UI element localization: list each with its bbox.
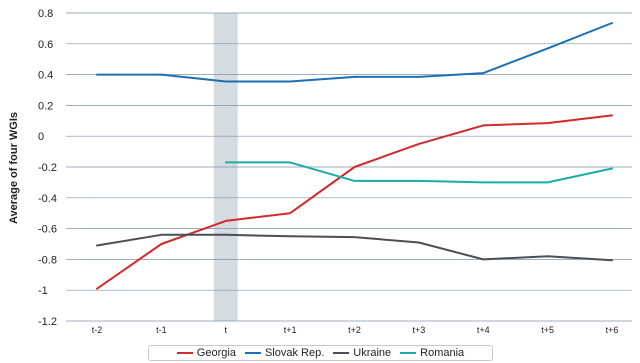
y-tick-label: -1 <box>38 285 48 297</box>
y-tick-label: 0.8 <box>38 8 53 20</box>
x-tick-label: t+1 <box>284 325 297 335</box>
x-tick-label: t+6 <box>606 325 619 335</box>
series-line-romania <box>224 161 613 184</box>
legend-item: Slovak Rep. <box>244 347 325 359</box>
legend-swatch <box>333 352 350 354</box>
x-tick-label: t+3 <box>412 325 425 335</box>
y-tick-label: 0 <box>38 131 44 143</box>
x-tick-label: t+2 <box>348 325 361 335</box>
legend-swatch <box>400 352 417 354</box>
legend-item: Georgia <box>176 347 236 359</box>
y-tick-label: -0.4 <box>38 193 57 205</box>
y-tick-label: -0.2 <box>38 162 57 174</box>
legend-label: Ukraine <box>353 347 392 359</box>
x-tick-label: t <box>224 325 227 335</box>
series-line-georgia <box>96 114 613 290</box>
legend-item: Ukraine <box>333 347 391 359</box>
y-axis-title: Average of four WGIs <box>8 112 20 224</box>
legend-swatch <box>244 352 261 354</box>
x-tick-label: t+4 <box>477 325 490 335</box>
x-tick-label: t-2 <box>92 325 103 335</box>
series-line-ukraine <box>96 233 613 262</box>
x-tick-label: t+5 <box>541 325 554 335</box>
x-tick-label: t-1 <box>156 325 167 335</box>
y-tick-label: -0.6 <box>38 224 57 236</box>
y-tick-label: 0.4 <box>38 70 53 82</box>
legend-label: Slovak Rep. <box>264 347 325 359</box>
y-tick-label: 0.2 <box>38 100 53 112</box>
y-tick-label: -1.2 <box>38 316 57 328</box>
legend-swatch <box>176 352 193 354</box>
legend: Georgia Slovak Rep. Ukraine Romania <box>148 345 493 361</box>
y-tick-label: -0.8 <box>38 254 57 266</box>
legend-item: Romania <box>400 347 464 359</box>
y-tick-label: 0.6 <box>38 39 53 51</box>
legend-label: Georgia <box>196 347 236 359</box>
series-line-slovak-rep <box>96 22 613 83</box>
legend-label: Romania <box>420 347 465 359</box>
